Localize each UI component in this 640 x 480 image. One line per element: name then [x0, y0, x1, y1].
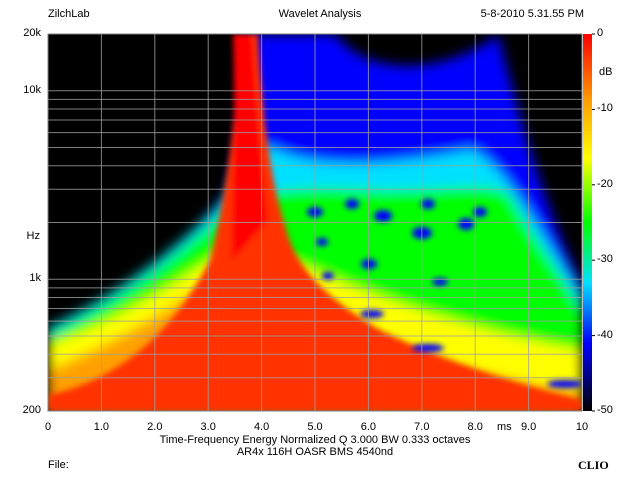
colorbar-tick-label: 0	[597, 27, 604, 39]
x-tick-label: 9.0	[520, 421, 537, 433]
timestamp: 5-8-2010 5.31.55 PM	[480, 8, 584, 20]
x-tick-label: 2.0	[147, 421, 163, 433]
y-tick-label: 20k	[23, 27, 41, 39]
chart-title: Wavelet Analysis	[278, 8, 362, 20]
x-tick-label: 10	[575, 421, 589, 433]
brand-logo: CLIO	[578, 458, 609, 472]
colorbar-tick-label: -40	[597, 328, 613, 341]
y-tick-label: 10k	[23, 83, 41, 96]
x-tick-label: 0	[44, 421, 52, 433]
x-tick-label: 5.0	[307, 421, 323, 433]
colorbar-ticks	[592, 33, 595, 412]
x-tick-label: 7.0	[414, 421, 430, 433]
app-name: ZilchLab	[48, 8, 90, 20]
x-tick-label: 8.0	[467, 421, 483, 433]
colorbar-tick-label: -50	[597, 404, 613, 416]
colorbar	[583, 34, 592, 411]
caption-line-2: AR4x 116H OASR BMS 4540nd	[236, 446, 394, 458]
y-axis-unit: Hz	[26, 230, 40, 242]
colorbar-tick-label: -20	[597, 177, 613, 190]
x-tick-label: 6.0	[360, 421, 377, 433]
x-tick-label: 1.0	[93, 421, 110, 433]
colorbar-unit: dB	[599, 66, 613, 78]
x-tick-label: 3.0	[200, 421, 216, 433]
caption-line-1: Time-Frequency Energy Normalized Q 3.000…	[159, 434, 471, 446]
colorbar-tick-label: -10	[597, 102, 613, 115]
x-tick-label: 4.0	[253, 421, 270, 433]
y-tick-label: 1k	[29, 272, 41, 285]
colorbar-tick-label: -30	[597, 253, 613, 266]
plot-border	[47, 33, 583, 412]
file-label: File:	[48, 459, 69, 471]
y-tick-label: 200	[22, 404, 41, 416]
x-axis-unit: ms	[497, 421, 512, 433]
grid-lines	[48, 34, 582, 411]
